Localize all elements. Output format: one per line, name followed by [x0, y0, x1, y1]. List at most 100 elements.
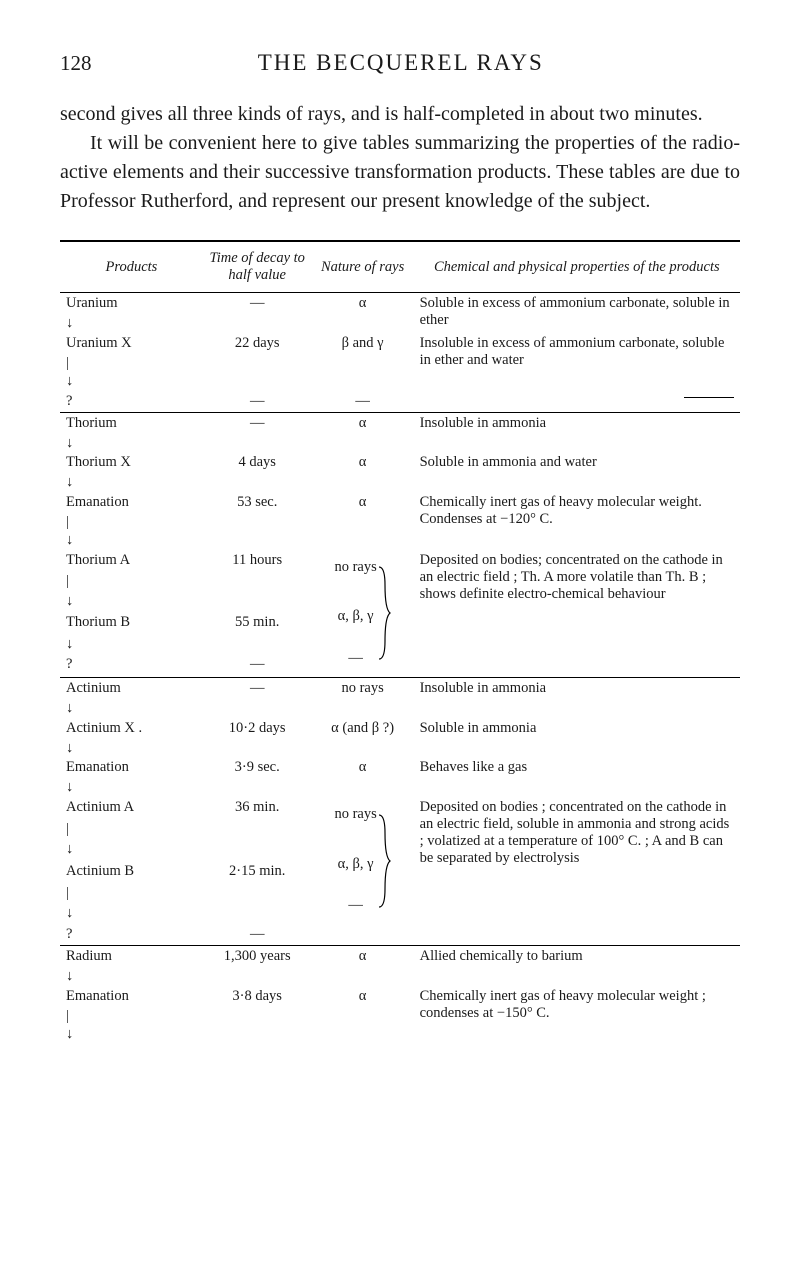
- table-row: Radium 1,300 years α Allied chemically t…: [60, 946, 740, 968]
- paragraph-2: It will be convenient here to give table…: [60, 129, 740, 216]
- cell-decay: —: [203, 654, 312, 677]
- nature-text: —: [334, 643, 376, 675]
- pipe-icon: |: [60, 572, 203, 592]
- divider: [684, 397, 734, 398]
- cell-nature-brace: no rays α, β, γ —: [312, 797, 414, 925]
- cell-chem: Allied chemically to barium: [414, 946, 740, 968]
- arrow-icon: ↓: [60, 904, 203, 924]
- cell-product: ?: [60, 654, 203, 677]
- cell-product: Radium: [60, 946, 203, 968]
- arrow-icon: ↓: [60, 699, 203, 718]
- cell-nature: α: [312, 412, 414, 434]
- cell-nature: α: [312, 492, 414, 513]
- page-number: 128: [60, 51, 92, 76]
- cell-chem: Soluble in excess of ammonium carbonate,…: [414, 293, 740, 333]
- cell-decay: 53 sec.: [203, 492, 312, 513]
- cell-nature: α: [312, 986, 414, 1007]
- table-row: ↓: [60, 739, 740, 758]
- header-nature: Nature of rays: [312, 241, 414, 293]
- cell-decay: 22 days: [203, 333, 312, 354]
- table-row: Emanation 3·9 sec. α Behaves like a gas: [60, 757, 740, 778]
- table-row: Thorium X 4 days α Soluble in ammonia an…: [60, 452, 740, 473]
- cell-nature: α (and β ?): [312, 718, 414, 739]
- cell-decay: 2·15 min.: [203, 861, 312, 884]
- header-decay: Time of decay to half value: [203, 241, 312, 293]
- table-row: ? — —: [60, 391, 740, 413]
- cell-chem: Behaves like a gas: [414, 757, 740, 778]
- cell-product: Emanation: [60, 757, 203, 778]
- table-row: ↓: [60, 778, 740, 797]
- cell-decay: 55 min.: [203, 612, 312, 635]
- cell-product: Uranium: [60, 293, 203, 315]
- cell-product: Uranium X: [60, 333, 203, 354]
- nature-text: α, β, γ: [334, 849, 376, 881]
- table-row: ↓: [60, 699, 740, 718]
- cell-decay: 3·9 sec.: [203, 757, 312, 778]
- cell-chem: Insoluble in ammonia: [414, 412, 740, 434]
- brace-icon: [377, 813, 391, 909]
- nature-text: —: [334, 890, 376, 922]
- arrow-icon: ↓: [60, 314, 203, 333]
- page-title: THE BECQUEREL RAYS: [258, 50, 544, 76]
- cell-product: Thorium B: [60, 612, 203, 635]
- nature-text: no rays: [334, 799, 376, 831]
- header-chem: Chemical and physical properties of the …: [414, 241, 740, 293]
- cell-product: Emanation: [60, 492, 203, 513]
- table-row: ↓: [60, 434, 740, 453]
- cell-chem: Soluble in ammonia and water: [414, 452, 740, 473]
- cell-chem: Soluble in ammonia: [414, 718, 740, 739]
- pipe-icon: |: [60, 513, 203, 532]
- cell-nature: α: [312, 293, 414, 315]
- cell-product: Thorium: [60, 412, 203, 434]
- cell-decay: 10·2 days: [203, 718, 312, 739]
- arrow-icon: ↓: [60, 372, 203, 391]
- arrow-icon: ↓: [60, 840, 203, 860]
- arrow-icon: ↓: [60, 473, 203, 492]
- cell-chem: Insoluble in excess of ammonium carbonat…: [414, 333, 740, 391]
- table-row: Emanation 3·8 days α Chemically inert ga…: [60, 986, 740, 1007]
- nature-text: α, β, γ: [334, 601, 376, 633]
- arrow-icon: ↓: [60, 739, 203, 758]
- cell-chem: Insoluble in ammonia: [414, 678, 740, 700]
- cell-nature: no rays: [312, 678, 414, 700]
- cell-decay: 4 days: [203, 452, 312, 473]
- cell-decay: 1,300 years: [203, 946, 312, 968]
- table-row: Thorium — α Insoluble in ammonia: [60, 412, 740, 434]
- cell-product: Actinium B: [60, 861, 203, 884]
- cell-nature: α: [312, 946, 414, 968]
- arrow-icon: ↓: [60, 778, 203, 797]
- cell-product: ?: [60, 924, 203, 946]
- table-row: Actinium A 36 min. no rays α, β, γ —: [60, 797, 740, 820]
- table-row: ? —: [60, 924, 740, 946]
- cell-decay: 36 min.: [203, 797, 312, 820]
- brace-icon: [377, 565, 391, 661]
- cell-product: Actinium X .: [60, 718, 203, 739]
- cell-chem: Deposited on bodies; concentrated on the…: [414, 550, 740, 678]
- cell-nature: α: [312, 452, 414, 473]
- cell-product: Actinium: [60, 678, 203, 700]
- arrow-icon: ↓: [60, 1025, 203, 1044]
- pipe-icon: |: [60, 820, 203, 840]
- cell-decay: —: [203, 412, 312, 434]
- arrow-icon: ↓: [60, 434, 203, 453]
- table-header-row: Products Time of decay to half value Nat…: [60, 241, 740, 293]
- cell-decay: 11 hours: [203, 550, 312, 573]
- cell-nature: β and γ: [312, 333, 414, 354]
- table-row: Uranium X 22 days β and γ Insoluble in e…: [60, 333, 740, 354]
- pipe-icon: |: [60, 1007, 203, 1026]
- cell-product: Thorium A: [60, 550, 203, 573]
- cell-product: Thorium X: [60, 452, 203, 473]
- table-row: Uranium — α Soluble in excess of ammoniu…: [60, 293, 740, 315]
- table-row: Thorium A 11 hours no rays α, β, γ —: [60, 550, 740, 573]
- cell-product: Actinium A: [60, 797, 203, 820]
- arrow-icon: ↓: [60, 635, 203, 655]
- cell-decay: —: [203, 678, 312, 700]
- cell-decay: —: [203, 293, 312, 315]
- cell-decay: —: [203, 391, 312, 413]
- cell-nature-brace: no rays α, β, γ —: [312, 550, 414, 678]
- nature-text: no rays: [334, 552, 376, 584]
- cell-decay: 3·8 days: [203, 986, 312, 1007]
- arrow-icon: ↓: [60, 531, 203, 550]
- table-row: Emanation 53 sec. α Chemically inert gas…: [60, 492, 740, 513]
- cell-nature: α: [312, 757, 414, 778]
